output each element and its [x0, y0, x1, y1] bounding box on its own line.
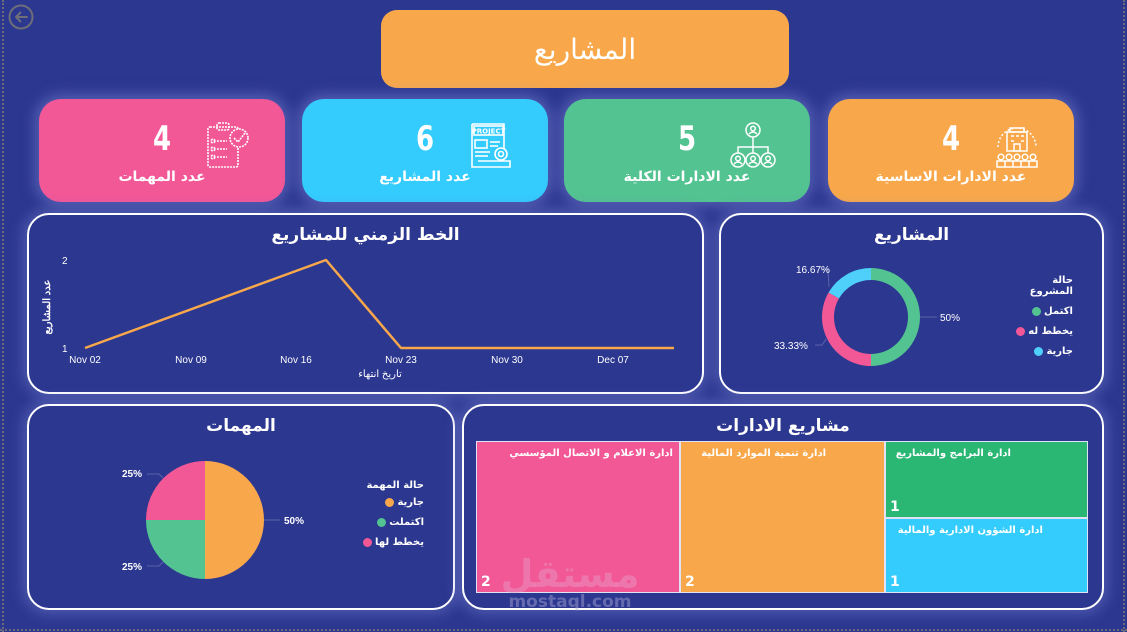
legend-dot-icon [362, 538, 372, 547]
treemap-tile[interactable]: ادارة البرامج والمشاريع 1 [885, 441, 1088, 518]
x-tick: Nov 30 [491, 355, 523, 366]
kpi-card-core-departments[interactable]: 4 عدد الادارات الاساسية [828, 99, 1074, 202]
tasks-pie-chart[interactable]: 50% 25% 25% [29, 406, 453, 608]
clipboard-check-icon [207, 122, 249, 168]
donut-label-planned: 33.33% [774, 341, 808, 352]
back-button[interactable] [8, 4, 34, 30]
y-tick: 1 [62, 344, 68, 355]
projects-status-title: المشاريع [873, 225, 950, 245]
treemap-tile[interactable]: ادارة تنمية الموارد المالية 2 [680, 441, 885, 593]
page-title-text: المشاريع [533, 32, 637, 66]
kpi-value: 5 [677, 119, 697, 159]
legend-dot-icon [1032, 307, 1042, 316]
donut-label-complete: 50% [940, 313, 960, 324]
legend-dot-icon [1034, 347, 1044, 356]
donut-slice-ongoing[interactable] [828, 268, 871, 299]
donut-label-ongoing: 16.67% [796, 265, 830, 276]
projects-status-panel: المشاريع 50% 33.33% 16.67% حالة المشروع … [719, 213, 1104, 394]
building-people-icon [996, 127, 1038, 168]
project-document-gear-icon: PROJECT [471, 123, 511, 168]
donut-slice-complete[interactable] [871, 268, 920, 366]
projects-legend: حالة المشروع اكتمل يخطط له جارية [1007, 275, 1073, 357]
kpi-label: عدد الادارات الكلية [623, 169, 751, 185]
legend-item-planned[interactable]: يخطط لها [362, 537, 424, 548]
legend-item-planned[interactable]: يخطط له [1007, 326, 1073, 337]
departments-treemap: ادارة الاعلام و الاتصال المؤسسي 2 ادارة … [476, 441, 1088, 593]
x-tick: Dec 07 [597, 355, 629, 366]
legend-item-complete[interactable]: اكتمل [1007, 306, 1073, 317]
kpi-card-tasks[interactable]: 4 عدد المهمات [39, 99, 285, 202]
pie-slice-planned[interactable] [146, 461, 205, 520]
timeline-title: الخط الزمني للمشاريع [271, 225, 460, 245]
x-axis-label: تاريخ انتهاء [358, 369, 402, 380]
pie-label-planned: 25% [122, 469, 142, 480]
legend-title: حالة المشروع [1029, 275, 1073, 297]
pie-slice-ongoing[interactable] [205, 461, 264, 579]
x-tick: Nov 09 [175, 355, 207, 366]
pie-slice-complete[interactable] [146, 520, 205, 579]
legend-item-ongoing[interactable]: جارية [1007, 346, 1073, 357]
canvas-edge-right [1123, 0, 1125, 632]
kpi-card-total-departments[interactable]: 5 عدد الادارات الكلية [564, 99, 810, 202]
timeline-series-line [84, 258, 674, 350]
kpi-value: 4 [941, 119, 961, 159]
timeline-panel: الخط الزمني للمشاريع 2 1 عدد المشاريع No… [27, 213, 704, 394]
x-tick: Nov 02 [69, 355, 101, 366]
legend-dot-icon [377, 518, 387, 527]
treemap-tile[interactable]: ادارة الشؤون الادارية والمالية 1 [885, 518, 1088, 593]
arrow-left-circle-icon [8, 4, 34, 30]
x-tick: Nov 16 [280, 355, 312, 366]
kpi-label: عدد الادارات الاساسية [875, 169, 1027, 185]
svg-text:PROJECT: PROJECT [472, 128, 506, 136]
tasks-status-panel: المهمات 50% 25% 25% حالة المهمة جارية اك… [27, 404, 455, 610]
departments-projects-title: مشاريع الادارات [716, 416, 850, 436]
pie-label-ongoing: 50% [284, 516, 304, 527]
x-tick: Nov 23 [385, 355, 417, 366]
canvas-edge-left [2, 0, 4, 632]
pie-label-complete: 25% [122, 562, 142, 573]
kpi-label: عدد المشاريع [379, 169, 471, 185]
tasks-legend: حالة المهمة جارية اكتملت يخطط لها [362, 480, 424, 548]
y-tick: 2 [62, 256, 68, 267]
legend-dot-icon [385, 498, 395, 507]
donut-slice-planned[interactable] [822, 292, 871, 367]
org-chart-people-icon [730, 122, 776, 168]
kpi-value: 4 [152, 119, 172, 159]
y-axis-label: عدد المشاريع [42, 279, 53, 334]
tasks-status-title: المهمات [206, 416, 276, 436]
timeline-line-chart[interactable]: 2 1 عدد المشاريع Nov 02 Nov 09 Nov 16 No… [29, 215, 702, 392]
kpi-label: عدد المهمات [118, 169, 206, 185]
legend-item-ongoing[interactable]: جارية [362, 497, 424, 508]
canvas-edge-bottom [0, 629, 1127, 631]
kpi-card-projects[interactable]: 6 عدد المشاريع PROJECT [302, 99, 548, 202]
page-title: المشاريع [381, 10, 789, 88]
kpi-value: 6 [415, 119, 435, 159]
projects-donut-chart[interactable]: 50% 33.33% 16.67% [721, 215, 1102, 392]
legend-item-complete[interactable]: اكتملت [362, 517, 424, 528]
legend-title: حالة المهمة [366, 480, 424, 491]
legend-dot-icon [1016, 327, 1026, 336]
treemap-tile[interactable]: ادارة الاعلام و الاتصال المؤسسي 2 [476, 441, 680, 593]
